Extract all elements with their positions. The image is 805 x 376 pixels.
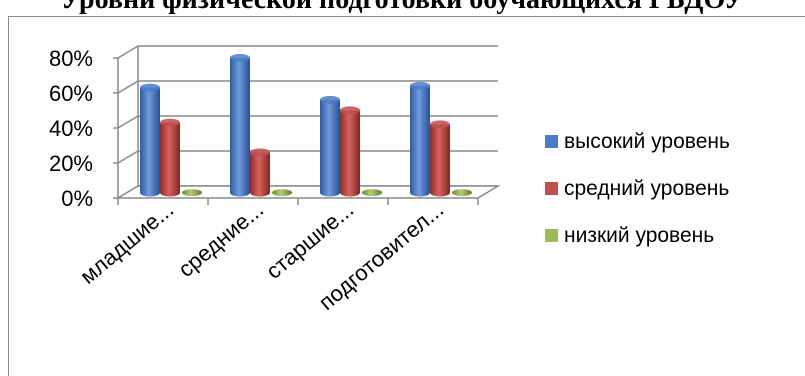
chart-frame xyxy=(8,16,805,376)
y-tick-label: 40% xyxy=(49,116,93,141)
bar xyxy=(250,148,270,197)
y-tick-label: 60% xyxy=(49,81,93,106)
chart-floor xyxy=(115,185,501,199)
legend-label: низкий уровень xyxy=(564,224,714,247)
gridline-side xyxy=(117,150,139,164)
x-tick-label: средние... xyxy=(173,197,268,282)
bar xyxy=(230,53,250,197)
bar xyxy=(410,81,430,197)
bar xyxy=(452,189,472,197)
bar xyxy=(320,95,340,197)
bar xyxy=(272,189,292,197)
y-tick-label: 80% xyxy=(49,46,93,71)
bar xyxy=(140,83,160,197)
legend-label: средний уровень xyxy=(564,177,729,200)
y-tick-label: 0% xyxy=(61,186,93,211)
bar xyxy=(160,118,180,197)
bar xyxy=(362,189,382,197)
bar xyxy=(340,106,360,197)
legend-swatch xyxy=(545,135,558,148)
gridline-side xyxy=(117,80,139,94)
bar xyxy=(182,189,202,197)
bar-chart: 0%20%40%60%80%младшие...средние...старши… xyxy=(49,45,730,315)
legend-swatch xyxy=(545,182,558,195)
gridline-side xyxy=(117,45,139,59)
page-title: Уровни физической подготовки обучающихся… xyxy=(0,0,805,16)
y-tick-label: 20% xyxy=(49,151,93,176)
gridline-side xyxy=(117,115,139,129)
legend-label: высокий уровень xyxy=(564,130,730,153)
bar xyxy=(430,120,450,197)
legend-swatch xyxy=(545,229,558,242)
